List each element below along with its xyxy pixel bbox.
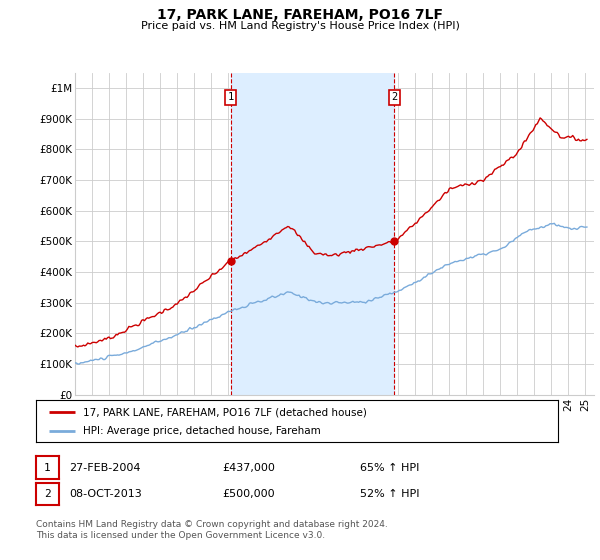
Text: Price paid vs. HM Land Registry's House Price Index (HPI): Price paid vs. HM Land Registry's House … — [140, 21, 460, 31]
Text: 1: 1 — [44, 463, 51, 473]
Text: 17, PARK LANE, FAREHAM, PO16 7LF: 17, PARK LANE, FAREHAM, PO16 7LF — [157, 8, 443, 22]
Text: 17, PARK LANE, FAREHAM, PO16 7LF (detached house): 17, PARK LANE, FAREHAM, PO16 7LF (detach… — [83, 407, 367, 417]
Text: 2: 2 — [44, 489, 51, 499]
Text: 27-FEB-2004: 27-FEB-2004 — [69, 463, 140, 473]
Bar — [231, 73, 394, 395]
Text: 1: 1 — [227, 92, 234, 102]
Text: 08-OCT-2013: 08-OCT-2013 — [69, 489, 142, 499]
Text: 52% ↑ HPI: 52% ↑ HPI — [360, 489, 419, 499]
Text: 2: 2 — [391, 92, 398, 102]
Text: 65% ↑ HPI: 65% ↑ HPI — [360, 463, 419, 473]
Text: Contains HM Land Registry data © Crown copyright and database right 2024.
This d: Contains HM Land Registry data © Crown c… — [36, 520, 388, 540]
Text: HPI: Average price, detached house, Fareham: HPI: Average price, detached house, Fare… — [83, 426, 321, 436]
Text: £500,000: £500,000 — [222, 489, 275, 499]
Text: £437,000: £437,000 — [222, 463, 275, 473]
